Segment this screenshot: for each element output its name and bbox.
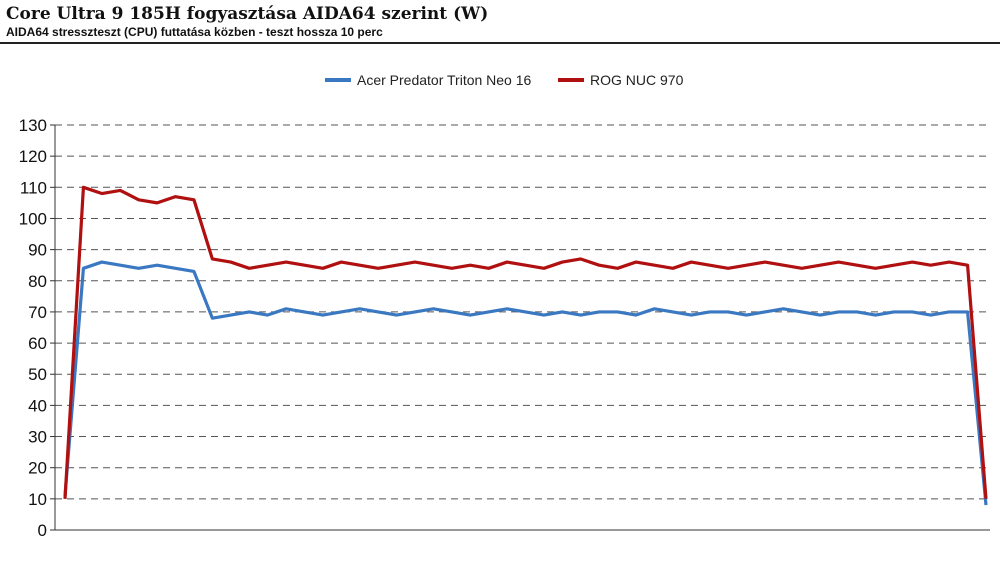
y-tick-label: 110 bbox=[20, 178, 47, 197]
series-group bbox=[63, 185, 988, 506]
y-tick-label: 10 bbox=[28, 490, 47, 509]
y-tick-label: 40 bbox=[28, 396, 47, 415]
chart-header: Core Ultra 9 185H fogyasztása AIDA64 sze… bbox=[0, 0, 1000, 44]
legend: Acer Predator Triton Neo 16 ROG NUC 970 bbox=[325, 72, 684, 88]
y-tick-label: 70 bbox=[28, 303, 47, 322]
y-tick-label: 60 bbox=[28, 334, 47, 353]
series-line-1 bbox=[63, 260, 988, 506]
legend-label: ROG NUC 970 bbox=[590, 72, 684, 88]
y-tick-label: 100 bbox=[19, 209, 47, 228]
axes: 0 10 20 30 40 50 60 70 80 90 100 110 120 130 bbox=[19, 116, 990, 540]
y-tick-label: 120 bbox=[19, 147, 47, 166]
y-tick-label: 20 bbox=[28, 459, 47, 478]
y-tick-label: 30 bbox=[28, 428, 47, 447]
chart-subtitle: AIDA64 stresszteszt (CPU) futtatása közb… bbox=[6, 25, 383, 39]
series-line-2 bbox=[63, 185, 988, 499]
legend-label: Acer Predator Triton Neo 16 bbox=[357, 72, 532, 88]
y-tick-label: 50 bbox=[28, 365, 47, 384]
chart-title: Core Ultra 9 185H fogyasztása AIDA64 sze… bbox=[6, 4, 489, 24]
y-tick-label: 80 bbox=[28, 272, 47, 291]
line-chart: Acer Predator Triton Neo 16 ROG NUC 970 0… bbox=[19, 72, 990, 540]
y-tick-label: 90 bbox=[28, 241, 47, 260]
y-tick-label: 130 bbox=[19, 116, 47, 135]
y-tick-label: 0 bbox=[38, 521, 47, 540]
